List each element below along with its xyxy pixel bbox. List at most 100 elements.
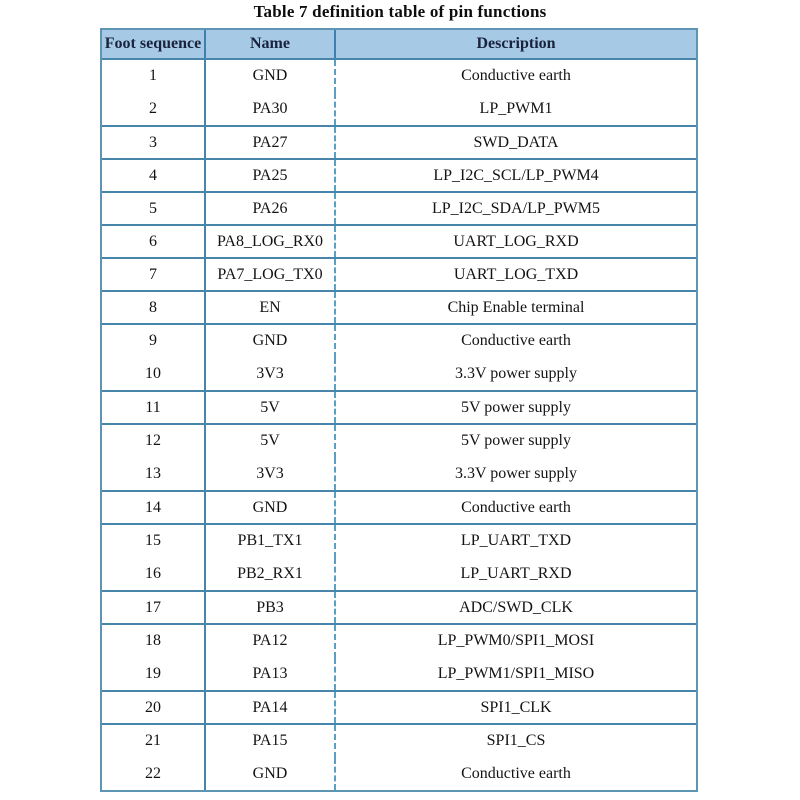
cell-name: PA25 [206, 160, 336, 191]
cell-name: PA7_LOG_TX0 [206, 259, 336, 290]
cell-name: PA8_LOG_RX0 [206, 226, 336, 257]
cell-name: 5V [206, 392, 336, 423]
cell-foot-sequence: 2 [102, 92, 206, 125]
cell-foot-sequence: 18 [102, 625, 206, 658]
cell-name: PA13 [206, 657, 336, 690]
row-group: 4 PA25 LP_I2C_SCL/LP_PWM4 [102, 160, 696, 193]
cell-foot-sequence: 10 [102, 357, 206, 390]
cell-foot-sequence: 22 [102, 757, 206, 790]
table-row: 3 PA27 SWD_DATA [102, 127, 696, 158]
row-group: 3 PA27 SWD_DATA [102, 127, 696, 160]
row-group: 20 PA14 SPI1_CLK [102, 692, 696, 725]
cell-description: 3.3V power supply [455, 464, 577, 482]
row-group: 21 PA15 SPI1_CS 22 GND Conductive earth [102, 725, 696, 790]
table-row: 10 3V3 3.3V power supply [102, 357, 696, 390]
table-title: Table 7 definition table of pin function… [253, 2, 547, 21]
row-group: 18 PA12 LP_PWM0/SPI1_MOSI 19 PA13 LP_PWM1/SPI… [102, 625, 696, 692]
row-group: 15 PB1_TX1 LP_UART_TXD 16 PB2_RX1 LP_UART_RXD [102, 525, 696, 592]
table-row: 11 5V 5V power supply [102, 392, 696, 423]
row-group: 8 EN Chip Enable terminal [102, 292, 696, 325]
pin-function-table: Foot sequence Name Description 1 GND Condu… [100, 28, 698, 792]
column-header-foot-sequence: Foot sequence [102, 30, 206, 58]
cell-foot-sequence: 4 [102, 160, 206, 191]
cell-name: 3V3 [206, 457, 336, 490]
cell-foot-sequence: 1 [102, 60, 206, 93]
table-row: 22 GND Conductive earth [102, 757, 696, 790]
cell-name: EN [206, 292, 336, 323]
table-row: 4 PA25 LP_I2C_SCL/LP_PWM4 [102, 160, 696, 191]
column-header-name: Name [206, 30, 336, 58]
cell-name: GND [206, 492, 336, 523]
cell-description: 3.3V power supply [455, 364, 577, 382]
table-row: 1 GND Conductive earth [102, 60, 696, 93]
table-row: 18 PA12 LP_PWM0/SPI1_MOSI [102, 625, 696, 658]
cell-foot-sequence: 15 [102, 525, 206, 558]
cell-foot-sequence: 17 [102, 592, 206, 623]
row-group: 7 PA7_LOG_TX0 UART_LOG_TXD [102, 259, 696, 292]
cell-name: PB1_TX1 [206, 525, 336, 558]
cell-name: PA27 [206, 127, 336, 158]
cell-foot-sequence: 20 [102, 692, 206, 723]
cell-name: GND [206, 757, 336, 790]
cell-foot-sequence: 13 [102, 457, 206, 490]
cell-description: LP_PWM1/SPI1_MISO [437, 664, 595, 682]
cell-foot-sequence: 11 [102, 392, 206, 423]
cell-description: Conductive earth [461, 764, 571, 782]
row-group: 14 GND Conductive earth [102, 492, 696, 525]
cell-name: PB3 [206, 592, 336, 623]
table-row: 19 PA13 LP_PWM1/SPI1_MISO [102, 657, 696, 690]
table-header-row: Foot sequence Name Description [102, 30, 696, 60]
cell-foot-sequence: 5 [102, 193, 206, 224]
cell-name: GND [206, 60, 336, 93]
cell-description: UART_LOG_TXD [453, 265, 579, 283]
table-row: 9 GND Conductive earth [102, 325, 696, 358]
table-row: 6 PA8_LOG_RX0 UART_LOG_RXD [102, 226, 696, 257]
row-group: 9 GND Conductive earth 10 3V3 3.3V power supp… [102, 325, 696, 392]
row-group: 17 PB3 ADC/SWD_CLK [102, 592, 696, 625]
cell-description: Conductive earth [461, 67, 571, 85]
table-body: 1 GND Conductive earth 2 PA30 LP_PWM1 3 PA27 SWD… [102, 60, 696, 790]
cell-foot-sequence: 7 [102, 259, 206, 290]
cell-description: Conductive earth [461, 332, 571, 350]
cell-foot-sequence: 6 [102, 226, 206, 257]
cell-description: Chip Enable terminal [447, 298, 585, 316]
cell-foot-sequence: 12 [102, 425, 206, 458]
cell-foot-sequence: 9 [102, 325, 206, 358]
table-row: 5 PA26 LP_I2C_SDA/LP_PWM5 [102, 193, 696, 224]
table-row: 15 PB1_TX1 LP_UART_TXD [102, 525, 696, 558]
cell-name: 3V3 [206, 357, 336, 390]
cell-name: PA15 [206, 725, 336, 758]
table-row: 14 GND Conductive earth [102, 492, 696, 523]
cell-name: PA12 [206, 625, 336, 658]
row-group: 5 PA26 LP_I2C_SDA/LP_PWM5 [102, 193, 696, 226]
cell-description: 5V power supply [461, 432, 571, 450]
cell-description: UART_LOG_RXD [453, 232, 579, 250]
cell-name: PB2_RX1 [206, 557, 336, 590]
table-row: 12 5V 5V power supply [102, 425, 696, 458]
cell-foot-sequence: 14 [102, 492, 206, 523]
cell-foot-sequence: 3 [102, 127, 206, 158]
column-header-description: Description [476, 35, 556, 52]
cell-name: PA30 [206, 92, 336, 125]
cell-description: LP_I2C_SDA/LP_PWM5 [431, 199, 601, 217]
table-row: 8 EN Chip Enable terminal [102, 292, 696, 323]
table-row: 16 PB2_RX1 LP_UART_RXD [102, 557, 696, 590]
cell-description: SPI1_CLK [480, 698, 552, 716]
cell-description: ADC/SWD_CLK [459, 598, 573, 616]
cell-foot-sequence: 19 [102, 657, 206, 690]
row-group: 1 GND Conductive earth 2 PA30 LP_PWM1 [102, 60, 696, 127]
row-group: 11 5V 5V power supply [102, 392, 696, 425]
cell-description: Conductive earth [461, 498, 571, 516]
cell-foot-sequence: 8 [102, 292, 206, 323]
row-group: 6 PA8_LOG_RX0 UART_LOG_RXD [102, 226, 696, 259]
table-row: 13 3V3 3.3V power supply [102, 457, 696, 490]
cell-description: LP_PWM1 [479, 99, 553, 117]
table-row: 17 PB3 ADC/SWD_CLK [102, 592, 696, 623]
cell-name: PA14 [206, 692, 336, 723]
cell-description: LP_UART_RXD [460, 564, 572, 582]
cell-description: SWD_DATA [473, 133, 559, 151]
cell-description: 5V power supply [461, 398, 571, 416]
cell-description: LP_PWM0/SPI1_MOSI [437, 632, 595, 650]
row-group: 12 5V 5V power supply 13 3V3 3.3V power suppl… [102, 425, 696, 492]
